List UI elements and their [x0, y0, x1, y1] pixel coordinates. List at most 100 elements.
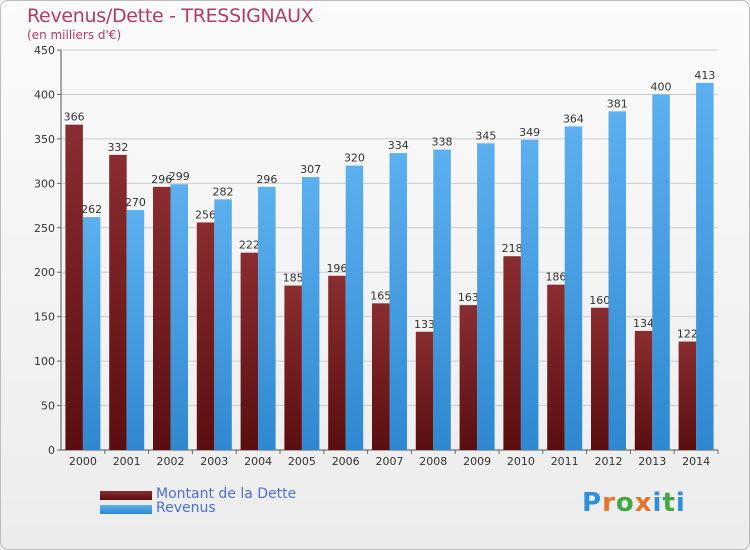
data-label-revenus: 320 [344, 152, 365, 165]
bar-dette [153, 186, 171, 450]
data-label-revenus: 270 [125, 196, 146, 209]
legend-label-revenus: Revenus [156, 500, 216, 516]
x-tick-label: 2004 [244, 455, 272, 468]
data-label-dette: 218 [502, 242, 523, 255]
logo-letter: x [634, 488, 653, 518]
y-tick-label: 0 [48, 444, 55, 457]
data-label-dette: 165 [370, 289, 391, 302]
bar-dette [196, 222, 215, 450]
data-label-revenus: 345 [475, 129, 496, 142]
bar-revenus [433, 149, 451, 451]
x-tick-label: 2003 [200, 455, 228, 468]
data-label-revenus: 307 [300, 163, 321, 176]
bar-dette [284, 285, 302, 450]
data-label-dette: 134 [633, 317, 654, 330]
data-label-dette: 185 [283, 272, 304, 285]
bar-dette [591, 307, 609, 450]
bar-dette [503, 256, 521, 450]
data-label-dette: 222 [239, 239, 260, 252]
x-tick-label: 2009 [463, 455, 491, 468]
data-label-revenus: 299 [169, 170, 190, 183]
logo-letter: i [675, 488, 686, 518]
bar-dette [634, 330, 653, 450]
bar-revenus [652, 94, 670, 450]
y-tick-label: 450 [34, 44, 55, 57]
chart-title: Revenus/Dette - TRESSIGNAUX [27, 5, 314, 27]
data-label-revenus: 381 [607, 97, 628, 110]
bar-revenus [170, 184, 188, 450]
y-tick-label: 200 [34, 266, 55, 279]
data-label-dette: 160 [589, 294, 610, 307]
logo-letter: i [652, 488, 663, 518]
bar-dette [328, 275, 346, 450]
x-tick-label: 2013 [638, 455, 666, 468]
legend-swatch-revenus [100, 505, 152, 514]
bar-revenus [608, 111, 626, 450]
bar-revenus [564, 126, 583, 450]
y-tick-label: 400 [34, 88, 55, 101]
y-tick-label: 100 [34, 355, 55, 368]
y-tick-label: 50 [41, 400, 55, 413]
x-tick-label: 2002 [157, 455, 185, 468]
legend-swatch-dette [100, 491, 152, 500]
data-label-revenus: 400 [651, 80, 672, 93]
bar-dette [678, 341, 697, 450]
bar-dette [65, 124, 83, 451]
data-label-revenus: 349 [519, 126, 540, 139]
data-label-dette: 186 [545, 271, 566, 284]
x-tick-label: 2012 [595, 455, 623, 468]
bar-revenus [345, 165, 364, 451]
logo-letter: t [662, 488, 676, 518]
bar-revenus [301, 177, 320, 450]
logo-letter: r [602, 488, 616, 518]
data-label-dette: 122 [677, 328, 698, 341]
x-tick-label: 2006 [332, 455, 360, 468]
bar-revenus [520, 139, 539, 450]
bar-revenus [258, 186, 276, 450]
data-label-dette: 133 [414, 318, 435, 331]
y-tick-label: 150 [34, 311, 55, 324]
legend-label-dette: Montant de la Dette [156, 486, 297, 502]
bar-dette [240, 252, 259, 450]
data-label-revenus: 364 [563, 112, 584, 125]
x-tick-label: 2008 [419, 455, 447, 468]
bar-dette [459, 305, 478, 450]
data-label-dette: 196 [326, 262, 347, 275]
bar-revenus [389, 153, 407, 450]
x-tick-label: 2005 [288, 455, 316, 468]
data-label-revenus: 282 [213, 185, 234, 198]
data-label-dette: 332 [107, 141, 128, 154]
bar-revenus [696, 82, 714, 450]
chart-subtitle: (en milliers d'€) [27, 28, 122, 42]
x-tick-label: 2011 [551, 455, 579, 468]
proxiti-logo: Proxiti [582, 488, 686, 518]
data-label-dette: 163 [458, 291, 479, 304]
x-tick-label: 2001 [113, 455, 141, 468]
bar-dette [109, 154, 127, 450]
data-label-dette: 366 [64, 111, 85, 124]
logo-letter: P [582, 488, 603, 518]
logo-letter: o [615, 488, 635, 518]
bar-revenus [214, 199, 232, 450]
bar-dette [415, 331, 434, 450]
data-label-dette: 296 [151, 173, 172, 186]
bar-dette [547, 284, 565, 450]
bar-revenus [477, 143, 495, 451]
data-label-dette: 256 [195, 208, 216, 221]
data-label-revenus: 296 [256, 173, 277, 186]
x-tick-label: 2010 [507, 455, 535, 468]
x-tick-label: 2000 [69, 455, 97, 468]
bar-revenus [82, 217, 101, 450]
bar-dette [372, 303, 390, 450]
data-label-revenus: 334 [388, 139, 409, 152]
x-tick-label: 2014 [682, 455, 710, 468]
data-label-revenus: 413 [694, 69, 715, 82]
x-tick-label: 2007 [376, 455, 404, 468]
y-tick-label: 300 [34, 177, 55, 190]
data-label-revenus: 262 [81, 203, 102, 216]
data-label-revenus: 338 [432, 136, 453, 149]
y-tick-label: 250 [34, 222, 55, 235]
y-tick-label: 350 [34, 133, 55, 146]
bar-revenus [126, 210, 145, 450]
